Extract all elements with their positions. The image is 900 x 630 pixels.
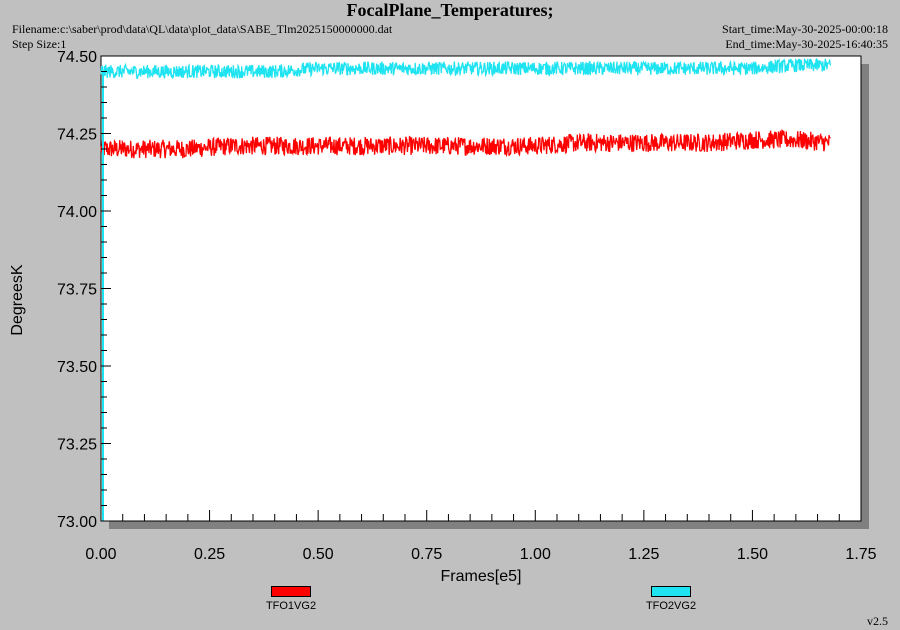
- x-axis-label: Frames[e5]: [441, 568, 522, 585]
- chart-title: FocalPlane_Temperatures;: [346, 0, 554, 20]
- version-label: v2.5: [867, 614, 888, 628]
- y-tick-label: 73.00: [57, 514, 97, 531]
- end-time-label: End_time:May-30-2025-16:40:35: [725, 37, 888, 51]
- legend-item-tfo1vg2: TFO1VG2: [246, 586, 336, 612]
- legend-label-tfo2vg2: TFO2VG2: [645, 600, 697, 612]
- x-tick-label: 1.50: [737, 546, 768, 563]
- plot-area: [100, 55, 862, 522]
- x-tick-label: 0.75: [411, 546, 442, 563]
- x-tick-label: 0.25: [194, 546, 225, 563]
- step-size-label: Step Size:1: [12, 37, 67, 51]
- series-layer: [100, 57, 832, 521]
- legend-label-tfo1vg2: TFO1VG2: [265, 600, 317, 612]
- y-tick-label: 73.50: [57, 359, 97, 376]
- y-tick-label: 74.25: [57, 127, 97, 144]
- filename-label: Filename:c:\saber\prod\data\QL\data\plot…: [12, 22, 393, 36]
- x-tick-label: 1.75: [845, 546, 876, 563]
- axis-layer: 74.50 74.25 74.00 73.75 73.50 73.25 73.00 0.00 0…: [57, 49, 877, 563]
- y-tick-label: 74.00: [57, 204, 97, 221]
- y-axis-label: DegreesK: [9, 264, 26, 335]
- series-line-tfo2vg2: [100, 57, 832, 80]
- y-tick-label: 74.50: [57, 49, 97, 66]
- start-time-label: Start_time:May-30-2025-00:00:18: [722, 22, 888, 36]
- x-tick-label: 0.50: [303, 546, 334, 563]
- legend-item-tfo2vg2: TFO2VG2: [626, 586, 716, 612]
- y-tick-label: 73.25: [57, 437, 97, 454]
- x-tick-label: 0.00: [85, 546, 116, 563]
- series-line-tfo1vg2: [100, 128, 831, 159]
- x-tick-label: 1.00: [520, 546, 551, 563]
- legend-swatch-tfo1vg2: [271, 586, 311, 597]
- legend-swatch-tfo2vg2: [651, 586, 691, 597]
- x-tick-label: 1.25: [628, 546, 659, 563]
- y-tick-label: 73.75: [57, 282, 97, 299]
